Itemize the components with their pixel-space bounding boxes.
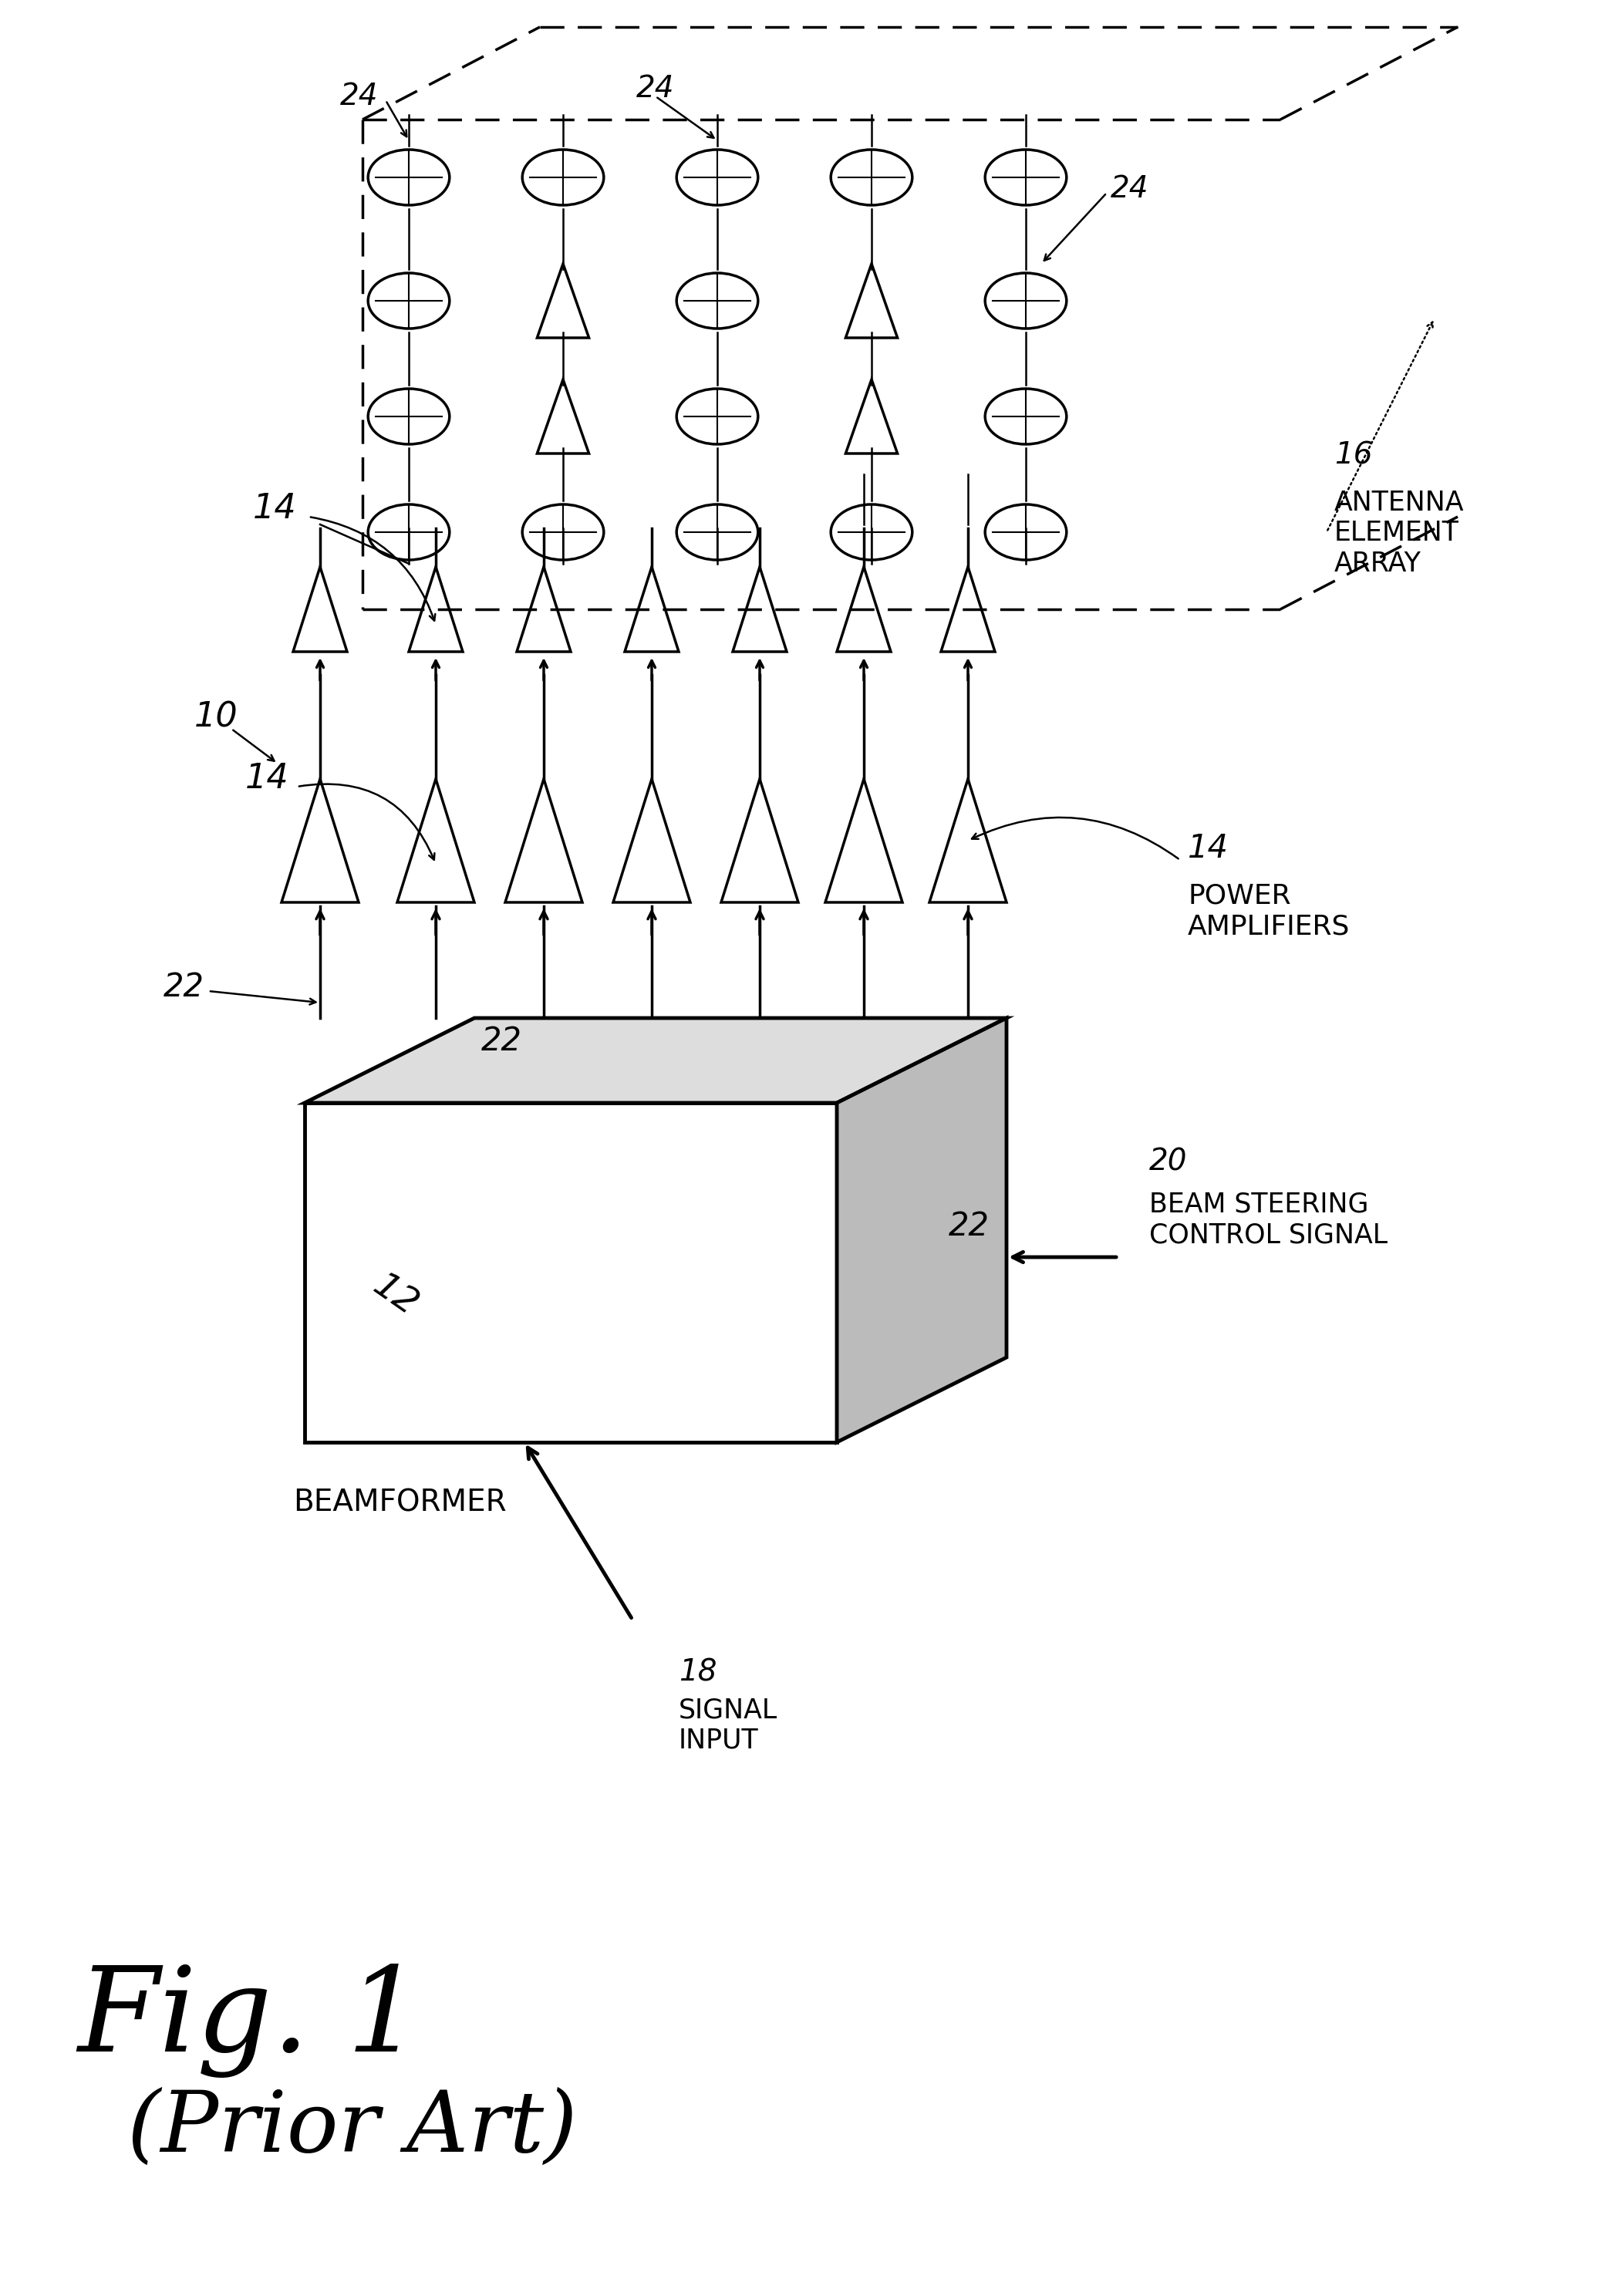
Text: 24: 24 [636, 73, 675, 103]
Text: Fig. 1: Fig. 1 [78, 1963, 422, 2078]
Text: BEAMFORMER: BEAMFORMER [294, 1488, 506, 1518]
Text: 22: 22 [480, 1024, 522, 1058]
Text: 24: 24 [339, 83, 378, 110]
Text: 10: 10 [195, 700, 238, 735]
Text: 16: 16 [1335, 441, 1372, 471]
Text: 14: 14 [1187, 831, 1228, 866]
Text: 14: 14 [253, 491, 297, 526]
Text: POWER
AMPLIFIERS: POWER AMPLIFIERS [1187, 884, 1350, 939]
Polygon shape [305, 1017, 1007, 1102]
Polygon shape [837, 1017, 1007, 1442]
Text: 20: 20 [1150, 1146, 1187, 1176]
Text: BEAM STEERING
CONTROL SIGNAL: BEAM STEERING CONTROL SIGNAL [1150, 1192, 1387, 1249]
Text: (Prior Art): (Prior Art) [127, 2087, 577, 2170]
Text: 18: 18 [678, 1658, 717, 1688]
Polygon shape [305, 1102, 837, 1442]
Text: 22: 22 [164, 971, 204, 1003]
Text: SIGNAL
INPUT: SIGNAL INPUT [678, 1697, 777, 1754]
Text: ANTENNA
ELEMENT
ARRAY: ANTENNA ELEMENT ARRAY [1335, 489, 1465, 576]
Text: 14: 14 [245, 762, 289, 794]
Text: 12: 12 [367, 1267, 425, 1322]
Text: 22: 22 [949, 1210, 989, 1242]
Text: 24: 24 [1111, 174, 1148, 204]
